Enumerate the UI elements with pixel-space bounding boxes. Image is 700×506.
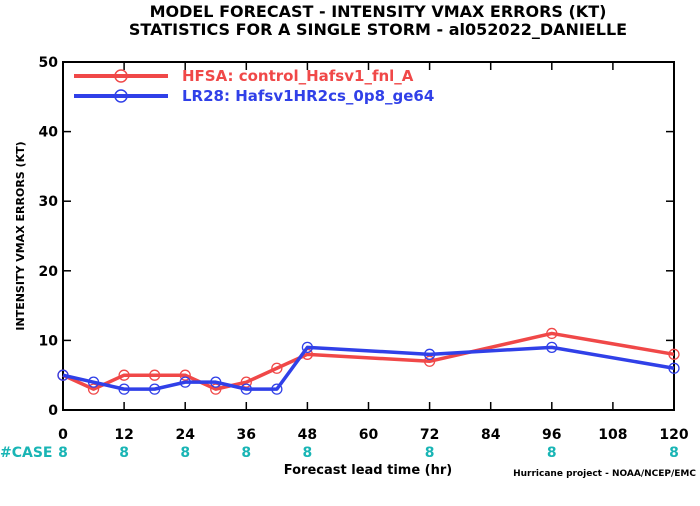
case-count: 8	[669, 445, 679, 461]
x-tick-label: 12	[114, 427, 133, 443]
data-point	[148, 369, 161, 381]
case-label: #CASE	[0, 445, 53, 461]
y-tick-label: 10	[39, 333, 59, 349]
x-tick-label: 96	[542, 427, 561, 443]
data-point	[668, 348, 680, 360]
data-point	[118, 383, 130, 395]
y-tick-label: 30	[39, 194, 59, 210]
x-tick-label: 36	[237, 427, 256, 443]
legend-marker	[114, 89, 128, 103]
series-line	[62, 345, 675, 391]
x-tick-label: 108	[598, 427, 627, 443]
data-point	[423, 348, 436, 360]
data-point	[546, 327, 558, 340]
x-axis: 0 12 24 36 48 60 72 84 96 108 120	[58, 62, 689, 443]
case-count: 8	[425, 445, 435, 461]
data-point	[87, 376, 100, 388]
series-1	[57, 327, 680, 395]
data-point	[668, 362, 680, 374]
data-point	[148, 383, 161, 395]
x-axis-label: Forecast lead time (hr)	[284, 463, 452, 478]
data-point	[118, 369, 130, 381]
y-axis: 0 10 20 30 40 50	[39, 55, 674, 419]
x-tick-label: 120	[659, 427, 688, 443]
data-point	[240, 383, 252, 395]
legend-entry: LR28: Hafsv1HR2cs_0p8_ge64	[182, 87, 434, 105]
chart-title-line2: STATISTICS FOR A SINGLE STORM - al052022…	[129, 20, 627, 39]
series-layer	[57, 327, 680, 395]
data-point	[57, 369, 69, 381]
data-point	[210, 383, 222, 395]
y-tick-label: 0	[48, 403, 58, 419]
data-point	[240, 376, 252, 388]
x-tick-label: 60	[359, 427, 379, 443]
x-tick-label: 48	[298, 427, 317, 443]
data-point	[423, 355, 436, 367]
data-point	[301, 341, 314, 354]
case-count: 8	[241, 445, 251, 461]
x-tick-label: 24	[175, 427, 195, 443]
y-tick-label: 40	[39, 125, 59, 141]
case-counts-row: 8 8 8 8 8 8 8 8	[58, 445, 679, 461]
data-point	[179, 376, 191, 388]
chart-title-line1: MODEL FORECAST - INTENSITY VMAX ERRORS (…	[150, 2, 607, 21]
case-count: 8	[119, 445, 129, 461]
case-count: 8	[303, 445, 313, 461]
y-tick-label: 50	[39, 55, 59, 71]
case-count: 8	[180, 445, 190, 461]
y-tick-label: 20	[39, 264, 59, 280]
data-point	[271, 362, 283, 374]
data-point	[87, 383, 100, 395]
x-tick-label: 84	[481, 427, 501, 443]
data-point	[271, 383, 283, 395]
data-point	[210, 376, 222, 388]
legend: HFSA: control_Hafsv1_fnl_A LR28: Hafsv1HR…	[74, 67, 434, 105]
x-tick-label: 72	[420, 427, 439, 443]
data-point	[546, 341, 558, 354]
legend-marker	[114, 69, 128, 83]
legend-entry: HFSA: control_Hafsv1_fnl_A	[182, 67, 414, 85]
credit-text: Hurricane project - NOAA/NCEP/EMC	[513, 469, 696, 479]
case-count: 8	[58, 445, 68, 461]
case-count: 8	[547, 445, 557, 461]
data-point	[179, 369, 191, 381]
y-axis-label: INTENSITY VMAX ERRORS (KT)	[14, 141, 27, 330]
series-2	[57, 341, 680, 395]
x-tick-label: 0	[58, 427, 68, 443]
